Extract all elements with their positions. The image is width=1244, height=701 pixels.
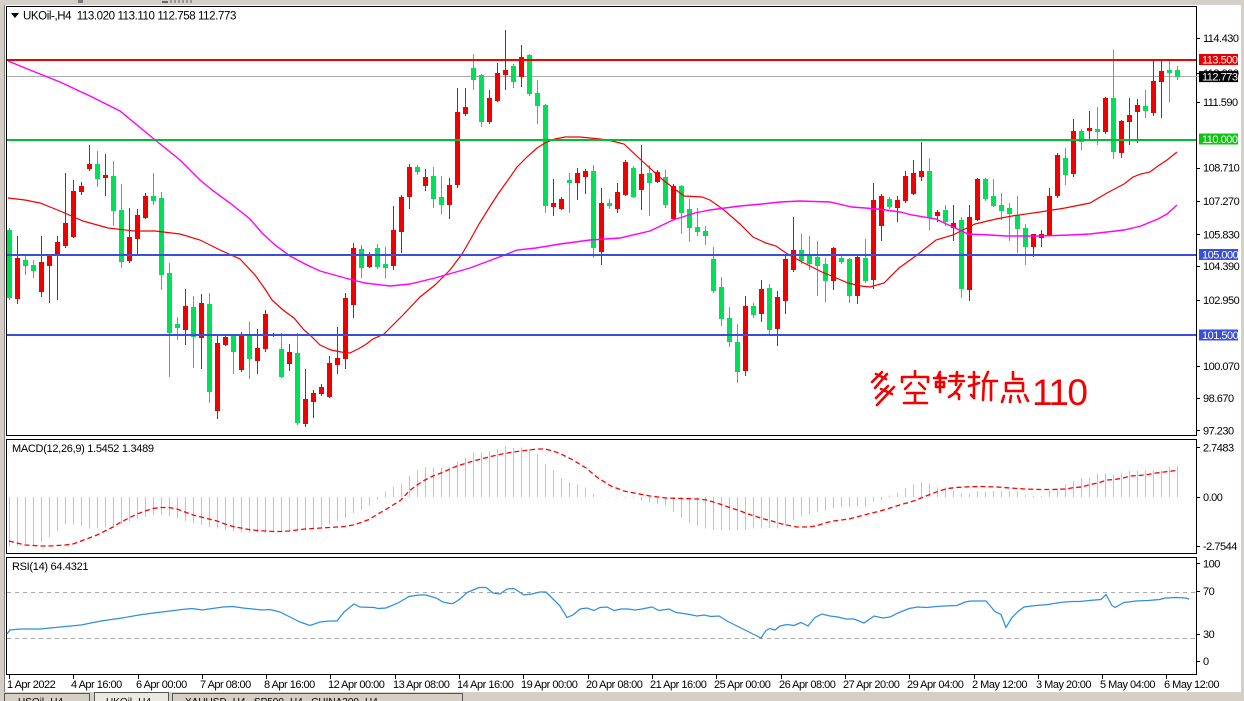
svg-text:5 May 04:00: 5 May 04:00 — [1100, 679, 1155, 691]
svg-text:29 Apr 04:00: 29 Apr 04:00 — [907, 679, 964, 691]
svg-text:110.000: 110.000 — [1202, 134, 1238, 146]
svg-text:0: 0 — [1203, 656, 1209, 668]
svg-text:MACD(12,26,9) 1.5452 1.3489: MACD(12,26,9) 1.5452 1.3489 — [12, 443, 154, 455]
svg-text:14 Apr 16:00: 14 Apr 16:00 — [457, 679, 514, 691]
svg-text:113.500: 113.500 — [1202, 55, 1238, 67]
svg-text:12 Apr 00:00: 12 Apr 00:00 — [328, 679, 385, 691]
svg-text:7 Apr 08:00: 7 Apr 08:00 — [200, 679, 251, 691]
svg-text:1 Apr 2022: 1 Apr 2022 — [7, 679, 56, 691]
svg-text:21 Apr 16:00: 21 Apr 16:00 — [650, 679, 707, 691]
svg-text:19 Apr 00:00: 19 Apr 00:00 — [521, 679, 578, 691]
svg-text:13 Apr 08:00: 13 Apr 08:00 — [393, 679, 450, 691]
svg-text:104.390: 104.390 — [1203, 261, 1240, 273]
svg-text:20 Apr 08:00: 20 Apr 08:00 — [586, 679, 643, 691]
svg-text:112.773: 112.773 — [1202, 72, 1238, 84]
svg-text:8 Apr 16:00: 8 Apr 16:00 — [264, 679, 315, 691]
svg-text:XAUUSD-,H4 SP500-,H4 CHINA: XAUUSD-,H4 SP500-,H4 CHINA300-,H4 — [185, 697, 378, 701]
svg-text:101.500: 101.500 — [1202, 330, 1239, 342]
svg-text:114.430: 114.430 — [1203, 33, 1239, 45]
svg-text:100: 100 — [1203, 559, 1220, 571]
svg-text:25 Apr 00:00: 25 Apr 00:00 — [714, 679, 771, 691]
svg-text:100.070: 100.070 — [1203, 361, 1240, 373]
svg-text:108.710: 108.710 — [1203, 163, 1240, 175]
svg-text:6 Apr 00:00: 6 Apr 00:00 — [136, 679, 187, 691]
svg-text:0.00: 0.00 — [1203, 492, 1223, 504]
svg-text:27 Apr 20:00: 27 Apr 20:00 — [843, 679, 900, 691]
svg-text:RSI(14) 64.4321: RSI(14) 64.4321 — [12, 561, 88, 573]
svg-text:4 Apr 16:00: 4 Apr 16:00 — [71, 679, 122, 691]
svg-text:70: 70 — [1203, 586, 1215, 598]
svg-text:2.7483: 2.7483 — [1203, 443, 1234, 455]
svg-text:USOil-,H4: USOil-,H4 — [18, 697, 63, 701]
svg-text:97.230: 97.230 — [1203, 426, 1234, 438]
svg-text:3 May 20:00: 3 May 20:00 — [1036, 679, 1091, 691]
svg-text:UKOil-,H4: UKOil-,H4 — [106, 697, 151, 701]
svg-text:98.670: 98.670 — [1203, 393, 1234, 405]
svg-text:2 May 12:00: 2 May 12:00 — [972, 679, 1027, 691]
svg-text:102.950: 102.950 — [1203, 295, 1240, 307]
svg-text:UKOil-,H4 113.020 113.110 112: UKOil-,H4 113.020 113.110 112.758 112.77… — [23, 11, 236, 23]
svg-text:111.590: 111.590 — [1203, 97, 1238, 109]
svg-text:107.270: 107.270 — [1203, 196, 1240, 208]
svg-text:6 May 12:00: 6 May 12:00 — [1164, 679, 1219, 691]
svg-text:30: 30 — [1203, 629, 1215, 641]
svg-text:105.000: 105.000 — [1202, 250, 1239, 262]
svg-text:105.830: 105.830 — [1203, 230, 1240, 242]
svg-text:110: 110 — [1032, 372, 1087, 413]
svg-text:-2.7544: -2.7544 — [1203, 541, 1237, 553]
svg-text:26 Apr 08:00: 26 Apr 08:00 — [779, 679, 836, 691]
